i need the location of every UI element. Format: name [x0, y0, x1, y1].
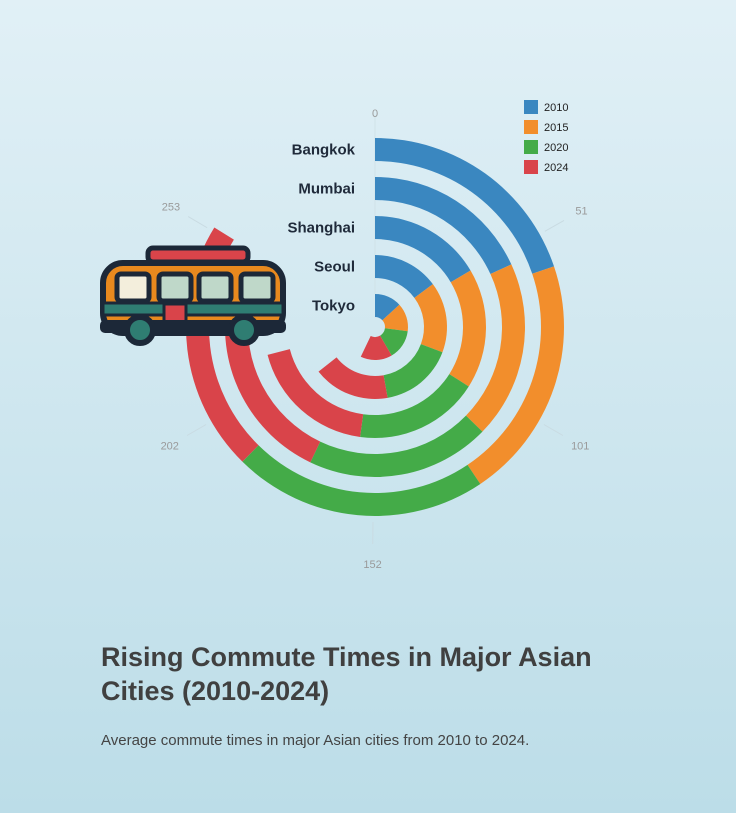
tick-line — [544, 220, 565, 232]
legend-swatch — [524, 160, 538, 174]
bar-segment — [467, 266, 565, 484]
category-label: Seoul — [314, 259, 355, 276]
tick-line — [543, 424, 564, 436]
tick-label: 101 — [571, 441, 589, 453]
bar-segment — [267, 349, 364, 437]
legend-label: 2024 — [544, 162, 568, 174]
tick-label: 202 — [161, 441, 179, 453]
tick-line — [187, 216, 208, 229]
radial-axis: 0 51 101 152 202 253 — [161, 108, 590, 571]
chart-subtitle: Average commute times in major Asian cit… — [101, 732, 530, 749]
legend-label: 2010 — [544, 102, 568, 114]
bar-segment — [414, 284, 447, 353]
bar-segment — [382, 304, 408, 332]
legend-swatch — [524, 120, 538, 134]
bar-segment — [465, 264, 525, 432]
legend-swatch — [524, 100, 538, 114]
bar-segment — [375, 177, 512, 275]
bar-segment — [242, 445, 481, 516]
bar-segment — [375, 294, 400, 321]
category-label: Shanghai — [287, 220, 355, 237]
chart-title: Rising Commute Times in Major Asian Citi… — [101, 642, 592, 706]
category-label: Bangkok — [292, 142, 356, 159]
tick-label: 253 — [162, 201, 180, 213]
bus-icon — [100, 245, 286, 346]
bar-segment — [375, 255, 433, 298]
legend-label: 2020 — [544, 142, 568, 154]
bar-segment — [449, 270, 487, 387]
category-label: Tokyo — [312, 298, 355, 315]
legend: 2010 2015 2020 2024 — [524, 100, 568, 174]
legend-swatch — [524, 140, 538, 154]
bar-segment — [380, 328, 408, 356]
bar-segment — [318, 357, 388, 399]
category-labels: Bangkok Mumbai Shanghai Seoul Tokyo — [287, 142, 355, 315]
tick-label: 51 — [575, 206, 587, 218]
bar-segment — [375, 216, 471, 283]
tick-line — [186, 424, 207, 436]
bar-segment — [360, 374, 469, 438]
bar-segment — [383, 344, 443, 398]
tick-label: 152 — [363, 559, 381, 571]
tick-label: 0 — [372, 108, 378, 120]
legend-label: 2015 — [544, 122, 568, 134]
bar-segment — [310, 415, 483, 477]
category-label: Mumbai — [298, 181, 355, 198]
bar-segment — [375, 138, 555, 274]
bar-segment — [360, 335, 392, 360]
